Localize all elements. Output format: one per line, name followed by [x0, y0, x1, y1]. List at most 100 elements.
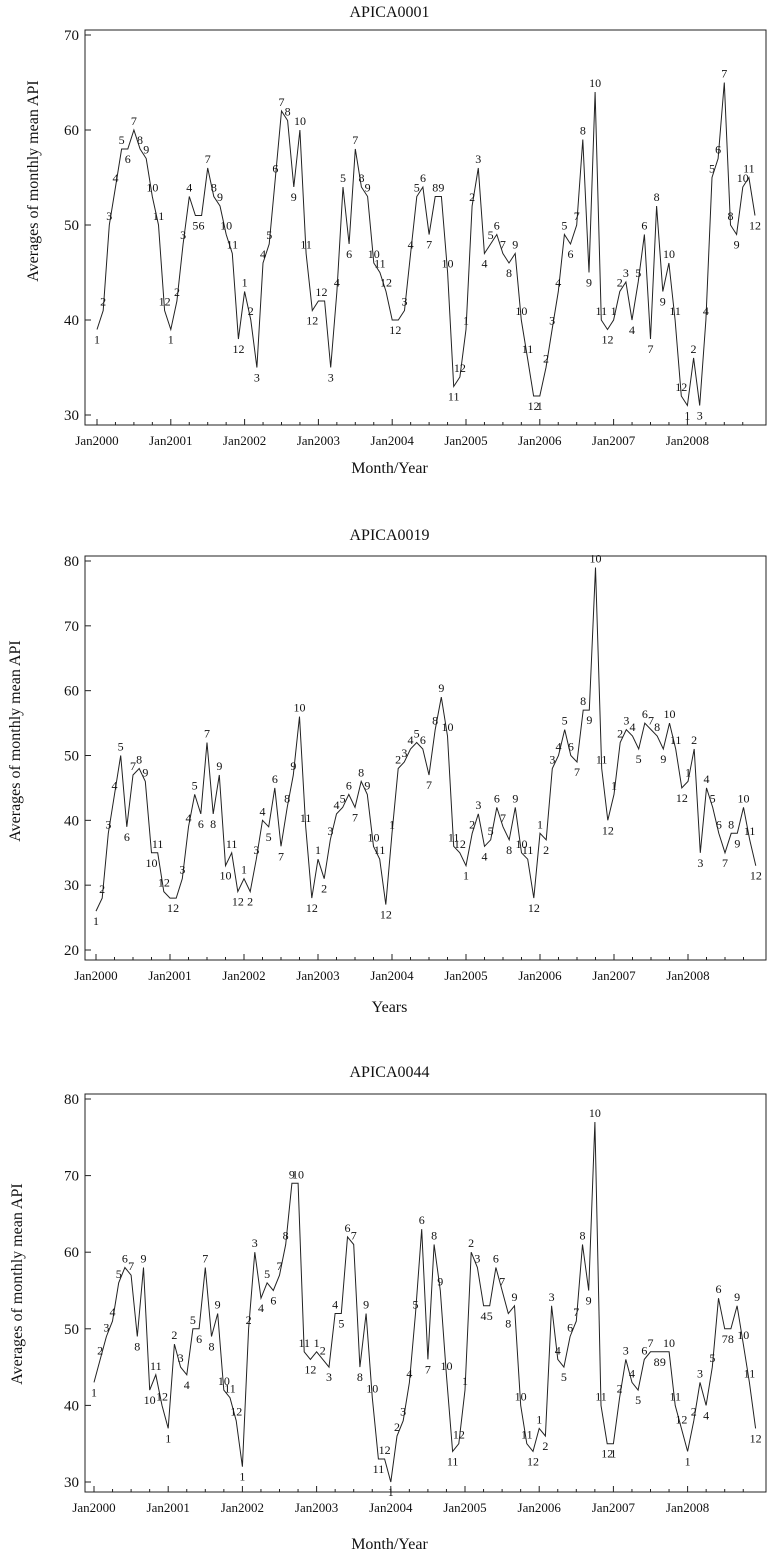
month-label: 12	[158, 876, 170, 890]
month-label: 9	[365, 181, 371, 195]
month-label: 7	[722, 856, 728, 870]
month-label: 4	[481, 257, 487, 271]
month-label: 5	[414, 727, 420, 741]
month-label: 1	[610, 1447, 616, 1461]
month-label: 8	[727, 209, 733, 223]
month-label: 9	[140, 1252, 146, 1266]
month-label: 3	[623, 266, 629, 280]
month-label: 4	[186, 181, 192, 195]
month-label: 7	[352, 133, 358, 147]
month-label: 8	[358, 171, 364, 185]
month-label: 12	[527, 1454, 539, 1468]
month-label: 5	[119, 133, 125, 147]
month-label: 1	[314, 1336, 320, 1350]
month-label: 2	[469, 817, 475, 831]
month-label: 1	[611, 304, 617, 318]
month-label: 6	[199, 219, 205, 233]
month-label: 8	[136, 752, 142, 766]
month-label: 11	[448, 830, 460, 844]
month-label: 10	[442, 720, 454, 734]
y-tick-label: 30	[64, 878, 79, 894]
month-label: 10	[589, 1106, 601, 1120]
month-label: 8	[580, 124, 586, 138]
chart-2: 20 30 40 50 60 70 80 Jan2000 Jan2001 Jan2002 Jan20…	[64, 551, 767, 983]
month-label: 1	[94, 333, 100, 347]
month-label: 3	[252, 1236, 258, 1250]
month-label: 10	[663, 247, 675, 261]
x-tick-label: Jan2004	[370, 968, 414, 983]
month-label: 4	[556, 740, 562, 754]
month-label: 5	[636, 752, 642, 766]
month-label: 7	[352, 810, 358, 824]
month-label: 10	[589, 76, 601, 90]
month-label: 11	[153, 209, 165, 223]
month-label: 8	[654, 720, 660, 734]
x-axis-label: Years	[371, 999, 408, 1016]
month-label: 10	[515, 304, 527, 318]
month-label: 9	[291, 190, 297, 204]
month-label: 3	[327, 824, 333, 838]
month-label: 6	[272, 772, 278, 786]
month-label: 7	[131, 114, 137, 128]
month-label: 4	[703, 304, 709, 318]
month-label: 10	[220, 219, 232, 233]
month-label: 6	[125, 152, 131, 166]
y-tick-label: 50	[64, 218, 79, 234]
month-label: 10	[218, 1374, 230, 1388]
month-label: 6	[346, 247, 352, 261]
x-tick-label: Jan2002	[222, 968, 265, 983]
x-tick-label: Jan2005	[443, 1500, 486, 1515]
month-label: 4	[186, 811, 192, 825]
month-label: 12	[306, 901, 318, 915]
x-tick-label: Jan2000	[75, 433, 118, 448]
month-label: 5	[487, 1309, 493, 1323]
month-label: 12	[528, 399, 540, 413]
month-label: 2	[322, 285, 328, 299]
month-label: 11	[298, 1336, 310, 1350]
month-label: 4	[482, 849, 488, 863]
month-label: 4	[260, 804, 266, 818]
month-label: 7	[204, 727, 210, 741]
month-label: 7	[202, 1252, 208, 1266]
month-label: 4	[334, 276, 340, 290]
x-tick-label: Jan2007	[592, 433, 636, 448]
month-label: 3	[105, 817, 111, 831]
month-label: 2	[246, 1313, 252, 1327]
month-label: 1	[315, 843, 321, 857]
series-line	[95, 567, 757, 912]
y-tick-label: 60	[64, 1245, 79, 1261]
month-label: 4	[408, 733, 414, 747]
chart-title: APICA0044	[349, 1064, 430, 1081]
month-label: 2	[248, 304, 254, 318]
month-label: 2	[617, 1382, 623, 1396]
month-label: 7	[648, 1336, 654, 1350]
month-label: 5	[488, 824, 494, 838]
month-label: 9	[289, 1167, 295, 1181]
month-label: 3	[106, 209, 112, 223]
month-label: 2	[321, 882, 327, 896]
month-label: 3	[475, 152, 481, 166]
month-label: 11	[669, 1389, 681, 1403]
month-label: 10	[737, 171, 749, 185]
month-label: 9	[364, 778, 370, 792]
month-label: 4	[332, 1297, 338, 1311]
month-label: 10	[292, 1167, 304, 1181]
month-label: 11	[744, 1366, 756, 1380]
month-label: 1	[684, 409, 690, 423]
x-tick-label: Jan2003	[295, 1500, 338, 1515]
month-label: 12	[528, 901, 540, 915]
month-label: 9	[512, 238, 518, 252]
month-label: 1	[242, 276, 248, 290]
month-label: 7	[279, 95, 285, 109]
month-label: 9	[363, 1297, 369, 1311]
month-label: 12	[453, 1428, 465, 1442]
month-label: 11	[150, 1359, 162, 1373]
month-label: 7	[574, 209, 580, 223]
x-axis-label: Month/Year	[351, 1536, 428, 1553]
x-tick-label: Jan2008	[666, 968, 709, 983]
chart-title: APICA0019	[349, 527, 430, 544]
y-tick-label: 50	[64, 749, 79, 765]
month-label: 1	[537, 817, 543, 831]
month-label: 9	[217, 190, 223, 204]
month-label: 1	[388, 1485, 394, 1499]
